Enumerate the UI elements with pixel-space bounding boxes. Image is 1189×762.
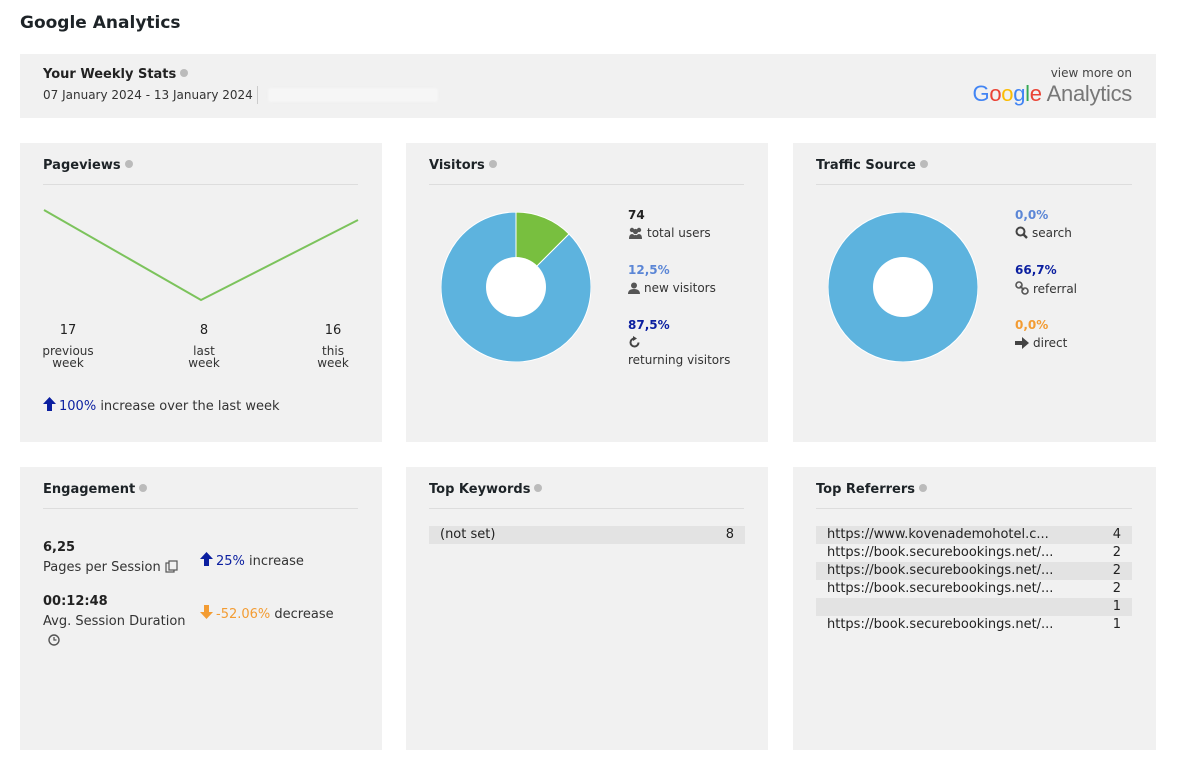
pageviews-trend: 100% increase over the last week [43,397,280,414]
clock-icon [48,634,60,646]
info-dot-icon[interactable] [534,484,543,492]
top-referrers-title: Top Referrers [816,482,927,497]
view-more-label[interactable]: view more on [1050,66,1132,80]
engagement-title: Engagement [43,482,148,497]
visitors-donut-chart [441,212,591,362]
pageviews-point-last: 8 last week [174,323,234,369]
pageviews-value: 16 [324,323,342,338]
pageviews-card: Pageviews 17 previous week 8 last week 16 … [20,143,382,442]
referrer-row[interactable]: https://book.securebookings.net/... 2 [816,544,1132,562]
referrer-row[interactable]: https://book.securebookings.net/... 2 [816,580,1132,598]
weekly-stats-title: Your Weekly Stats [43,67,189,82]
traffic-source-title: Traffic Source [816,158,928,173]
divider [257,86,258,104]
info-dot-icon[interactable] [180,69,189,77]
keyword-count: 8 [725,527,734,542]
page-title: Google Analytics [20,13,181,33]
date-range: 07 January 2024 - 13 January 2024 [43,88,253,102]
link-icon [1015,281,1029,295]
arrow-right-icon [1015,337,1029,349]
info-dot-icon[interactable] [488,160,497,168]
visitors-card: Visitors 74 total users 12,5% new visito… [406,143,768,442]
referrer-url[interactable]: https://book.securebookings.net/... [827,581,1054,596]
engagement-card: Engagement 6,25 Pages per Session 25% in… [20,467,382,750]
divider [43,184,358,185]
traffic-donut-hole [873,257,933,317]
user-icon [628,282,640,294]
referrer-count: 2 [1112,581,1121,596]
session-duration-value: 00:12:48 [43,594,108,609]
referrer-count: 2 [1112,563,1121,578]
info-dot-icon[interactable] [139,484,148,492]
refresh-icon [629,336,640,348]
keyword-row: (not set) 8 [429,526,745,544]
referrer-row[interactable]: 1 [816,598,1132,616]
divider [816,184,1132,185]
top-keywords-card: Top Keywords (not set) 8 [406,467,768,750]
info-dot-icon[interactable] [919,160,928,168]
visitors-donut-hole [486,257,546,317]
total-users-stat: 74 total users [628,208,711,240]
referrer-row[interactable]: https://book.securebookings.net/... 2 [816,562,1132,580]
referrer-row[interactable]: https://book.securebookings.net/... 1 [816,616,1132,634]
pageviews-value: 17 [59,323,77,338]
divider [43,508,358,509]
divider [429,508,744,509]
visitors-title: Visitors [429,158,497,173]
search-icon [1015,226,1028,239]
referrer-url[interactable]: https://book.securebookings.net/... [827,545,1054,560]
returning-visitors-stat: 87,5% returning visitors [628,318,731,367]
traffic-source-card: Traffic Source 0,0% search 66,7% referra… [793,143,1156,442]
pageviews-point-this: 16 this week [303,323,363,369]
google-analytics-logo[interactable]: Google Analytics [972,81,1133,106]
referrer-count: 2 [1112,545,1121,560]
copy-icon [165,560,178,573]
pages-per-session-value: 6,25 [43,540,76,555]
referrer-count: 1 [1112,617,1121,632]
top-keywords-title: Top Keywords [429,482,543,497]
pages-per-session-label: Pages per Session [43,560,178,575]
pageviews-line-chart [43,209,359,302]
weekly-stats-header: Your Weekly Stats 07 January 2024 - 13 J… [20,54,1156,118]
referrer-count: 4 [1112,527,1121,542]
traffic-source-donut-chart [828,212,978,362]
keyword-text: (not set) [440,527,496,542]
referrer-url[interactable]: https://book.securebookings.net/... [827,563,1054,578]
pageviews-line [43,209,359,302]
search-stat: 0,0% search [1015,208,1072,240]
google-wordmark: Google [972,81,1042,106]
divider [816,508,1132,509]
session-duration-label: Avg. Session Duration [43,614,186,629]
referrer-row[interactable]: https://www.kovenademohotel.c... 4 [816,526,1132,544]
info-dot-icon[interactable] [919,484,927,492]
divider [429,184,744,185]
new-visitors-stat: 12,5% new visitors [628,263,716,295]
pageviews-point-previous: 17 previous week [38,323,98,369]
duration-trend: -52.06% decrease [200,605,334,622]
direct-stat: 0,0% direct [1015,318,1068,350]
referrer-url[interactable]: https://book.securebookings.net/... [827,617,1054,632]
redacted-area [268,88,438,102]
pages-trend: 25% increase [200,552,304,569]
pageviews-value: 8 [199,323,209,338]
info-dot-icon[interactable] [124,160,133,168]
pageviews-title: Pageviews [43,158,133,173]
top-referrers-card: Top Referrers https://www.kovenademohote… [793,467,1156,750]
referral-stat: 66,7% referral [1015,263,1078,296]
referrer-url[interactable]: https://www.kovenademohotel.c... [827,527,1049,542]
arrow-up-icon [200,552,213,566]
arrow-down-icon [200,605,213,619]
arrow-up-icon [43,397,56,411]
users-icon [629,227,642,239]
referrer-count: 1 [1112,599,1121,614]
